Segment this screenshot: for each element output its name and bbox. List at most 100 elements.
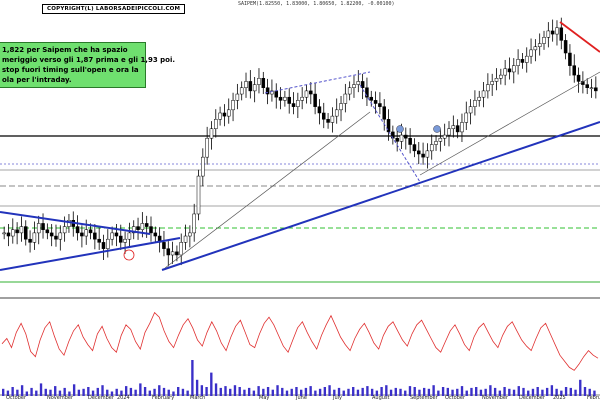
volume-bar-43 bbox=[205, 387, 208, 396]
candle-body-69 bbox=[300, 96, 304, 101]
candle-body-117 bbox=[507, 68, 512, 73]
volume-bar-96 bbox=[456, 388, 459, 396]
volume-bar-49 bbox=[233, 385, 237, 396]
volume-bar-114 bbox=[541, 389, 544, 396]
candle-body-102 bbox=[442, 134, 447, 139]
candle-body-12 bbox=[54, 235, 58, 240]
volume-bar-46 bbox=[219, 387, 222, 396]
candle-body-48 bbox=[209, 128, 214, 139]
volume-bar-29 bbox=[139, 383, 142, 396]
candle-body-103 bbox=[447, 128, 451, 136]
candle-body-109 bbox=[473, 100, 477, 107]
candle-body-137 bbox=[594, 87, 598, 92]
candle-body-98 bbox=[425, 150, 430, 158]
analysis-note: 1,822 per Saipem che ha spazio meriggio … bbox=[0, 42, 176, 88]
volume-bar-87 bbox=[413, 387, 416, 396]
candle-body-115 bbox=[499, 74, 503, 79]
volume-bar-47 bbox=[224, 386, 227, 396]
volume-bar-110 bbox=[522, 387, 525, 396]
candle-body-96 bbox=[417, 150, 421, 155]
volume-bar-64 bbox=[304, 387, 308, 396]
trendline-thin-gray-2 bbox=[419, 71, 600, 176]
volume-bar-72 bbox=[342, 390, 345, 396]
x-axis-label-12: November bbox=[482, 395, 509, 400]
candle-body-129 bbox=[559, 27, 564, 41]
volume-bar-104 bbox=[493, 387, 497, 396]
candle-body-20 bbox=[88, 229, 93, 234]
candle-body-127 bbox=[550, 30, 555, 35]
candle-body-28 bbox=[123, 238, 127, 243]
candle-body-105 bbox=[455, 125, 460, 133]
candle-body-33 bbox=[144, 223, 149, 227]
candle-body-30 bbox=[131, 226, 136, 234]
volume-bar-3 bbox=[16, 389, 19, 396]
candle-body-52 bbox=[226, 109, 231, 117]
x-axis-label-11: October bbox=[445, 395, 466, 400]
candle-body-58 bbox=[252, 84, 257, 92]
volume-bar-89 bbox=[422, 387, 426, 396]
volume-bar-14 bbox=[68, 391, 71, 396]
volume-bar-24 bbox=[115, 388, 118, 396]
volume-bar-56 bbox=[266, 387, 270, 396]
volume-bar-12 bbox=[58, 390, 62, 396]
volume-bar-116 bbox=[550, 385, 554, 396]
volume-bar-6 bbox=[30, 387, 33, 396]
candle-body-91 bbox=[395, 137, 399, 142]
x-axis-label-1: November bbox=[47, 395, 74, 400]
volume-bar-77 bbox=[366, 386, 369, 396]
volume-bar-5 bbox=[25, 391, 29, 396]
candle-body-41 bbox=[179, 242, 183, 256]
analysis-note-line-3: stop fuori timing sull'open e ora la bbox=[2, 66, 139, 74]
volume-bar-82 bbox=[389, 389, 393, 396]
candle-body-47 bbox=[205, 137, 209, 158]
x-axis-label-14: 2025 bbox=[553, 395, 566, 400]
candle-body-29 bbox=[127, 232, 132, 240]
volume-bar-67 bbox=[318, 388, 322, 396]
candle-body-53 bbox=[231, 100, 235, 111]
volume-bar-53 bbox=[252, 390, 256, 396]
volume-bar-35 bbox=[167, 389, 170, 396]
volume-bar-44 bbox=[210, 372, 213, 396]
volume-bar-28 bbox=[134, 389, 137, 396]
candle-body-77 bbox=[334, 109, 339, 117]
candle-body-50 bbox=[218, 112, 222, 120]
analysis-note-line-2: meriggio verso gli 1,87 prima e gli 1,93… bbox=[2, 56, 176, 64]
volume-bar-91 bbox=[432, 385, 435, 396]
candle-body-22 bbox=[97, 238, 101, 243]
candle-body-45 bbox=[196, 175, 201, 215]
candle-body-0 bbox=[2, 232, 6, 235]
candle-body-112 bbox=[486, 84, 490, 92]
volume-bar-58 bbox=[276, 385, 279, 396]
volume-bar-121 bbox=[574, 389, 577, 396]
candle-body-101 bbox=[438, 137, 443, 142]
candle-body-106 bbox=[460, 122, 464, 133]
volume-bar-8 bbox=[39, 383, 43, 396]
volume-bar-97 bbox=[460, 386, 464, 396]
trendline-blue-lower-left bbox=[0, 237, 181, 271]
candle-body-6 bbox=[28, 238, 32, 243]
x-axis-label-15: Febru bbox=[587, 395, 600, 400]
candle-body-21 bbox=[93, 232, 97, 240]
volume-bar-95 bbox=[451, 389, 454, 396]
volume-bar-70 bbox=[333, 389, 336, 396]
candle-body-82 bbox=[356, 81, 361, 85]
ticker-ohlc-readout: SAIPEM(1.82550, 1.83000, 1.80650, 1.8220… bbox=[238, 1, 395, 7]
candle-body-80 bbox=[347, 87, 352, 95]
candle-body-65 bbox=[283, 96, 287, 101]
candle-body-3 bbox=[15, 229, 19, 234]
candle-body-37 bbox=[162, 242, 166, 249]
volume-bar-74 bbox=[352, 387, 355, 396]
volume-bar-18 bbox=[87, 387, 90, 396]
volume-bar-50 bbox=[238, 387, 241, 396]
candle-body-110 bbox=[477, 96, 481, 101]
volume-bar-7 bbox=[35, 390, 38, 396]
candle-body-56 bbox=[244, 81, 248, 88]
candle-body-34 bbox=[149, 226, 153, 234]
volume-bar-78 bbox=[370, 388, 374, 396]
volume-bar-86 bbox=[408, 386, 412, 396]
candle-body-104 bbox=[451, 125, 456, 130]
candle-body-75 bbox=[326, 119, 330, 123]
trendline-dotted-projection bbox=[359, 84, 421, 183]
x-axis-label-7: June bbox=[295, 395, 307, 400]
candle-body-111 bbox=[481, 90, 486, 98]
